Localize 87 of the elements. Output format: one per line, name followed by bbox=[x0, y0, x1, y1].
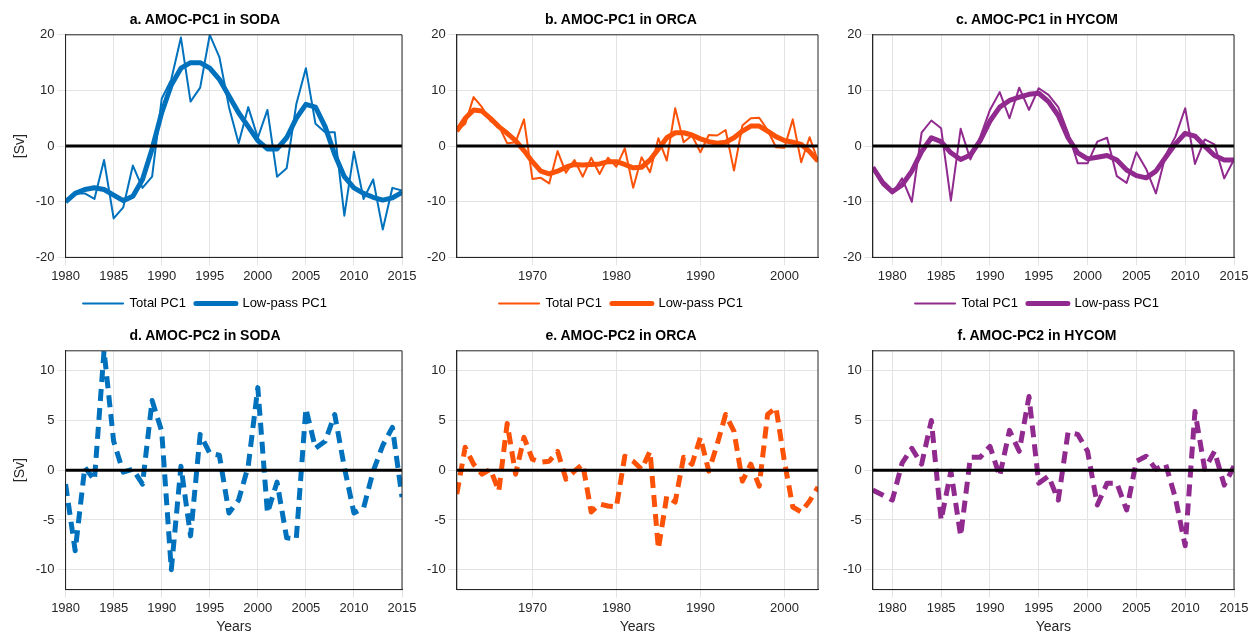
y-tick-label: 0 bbox=[47, 461, 55, 477]
chart-title: f. AMOC-PC2 in HYCOM bbox=[957, 327, 1117, 344]
x-tick-label: 2005 bbox=[291, 267, 321, 283]
chart-title: c. AMOC-PC1 in HYCOM bbox=[955, 11, 1119, 28]
y-axis-title: [Sv] bbox=[11, 458, 28, 483]
chart-title: e. AMOC-PC2 in ORCA bbox=[545, 327, 697, 344]
y-axis-title: [Sv] bbox=[11, 134, 28, 159]
x-tick-label: 2005 bbox=[1121, 599, 1151, 615]
x-tick-label: 1970 bbox=[517, 599, 547, 615]
legend-label: Low-pass PC1 bbox=[1074, 295, 1159, 311]
x-axis-title: Years bbox=[619, 618, 656, 635]
legend-label: Total PC1 bbox=[961, 295, 1018, 311]
x-tick-label: 2015 bbox=[387, 599, 417, 615]
y-tick-label: 10 bbox=[40, 362, 55, 378]
x-tick-label: 1990 bbox=[975, 599, 1005, 615]
x-tick-label: 1985 bbox=[926, 599, 956, 615]
chart-title: a. AMOC-PC1 in SODA bbox=[129, 11, 281, 28]
y-tick-label: 0 bbox=[47, 137, 55, 153]
x-tick-label: 2000 bbox=[1073, 599, 1103, 615]
x-tick-label: 2010 bbox=[1170, 267, 1200, 283]
y-tick-label: -5 bbox=[850, 511, 862, 527]
y-tick-label: 10 bbox=[847, 362, 862, 378]
y-tick-label: -10 bbox=[35, 193, 55, 209]
x-tick-label: 1985 bbox=[926, 267, 956, 283]
y-tick-label: -20 bbox=[842, 248, 862, 264]
y-tick-label: -10 bbox=[842, 193, 862, 209]
y-tick-label: 10 bbox=[847, 82, 862, 98]
y-tick-label: -5 bbox=[434, 511, 446, 527]
legend-label: Low-pass PC1 bbox=[242, 295, 327, 311]
y-tick-label: -5 bbox=[43, 511, 55, 527]
y-tick-label: 10 bbox=[431, 362, 446, 378]
x-tick-label: 2010 bbox=[1170, 599, 1200, 615]
y-tick-label: 10 bbox=[431, 82, 446, 98]
x-tick-label: 2000 bbox=[1073, 267, 1103, 283]
y-tick-label: 20 bbox=[40, 26, 55, 42]
y-tick-label: 20 bbox=[431, 26, 446, 42]
x-tick-label: 1995 bbox=[1024, 267, 1054, 283]
x-tick-label: 2010 bbox=[339, 599, 369, 615]
x-tick-label: 1990 bbox=[975, 267, 1005, 283]
x-tick-label: 2005 bbox=[291, 599, 321, 615]
x-tick-label: 1985 bbox=[99, 599, 129, 615]
x-tick-label: 1995 bbox=[195, 599, 225, 615]
x-tick-label: 1995 bbox=[195, 267, 225, 283]
x-tick-label: 2000 bbox=[769, 267, 799, 283]
legend-label: Total PC1 bbox=[545, 295, 602, 311]
x-tick-label: 1980 bbox=[877, 599, 907, 615]
x-tick-label: 1980 bbox=[51, 267, 81, 283]
x-tick-label: 1980 bbox=[877, 267, 907, 283]
x-tick-label: 2015 bbox=[1219, 267, 1249, 283]
x-axis-title: Years bbox=[216, 618, 252, 635]
x-tick-label: 1985 bbox=[99, 267, 129, 283]
x-tick-label: 2000 bbox=[243, 267, 273, 283]
x-tick-label: 1990 bbox=[685, 267, 715, 283]
y-tick-label: 0 bbox=[438, 137, 446, 153]
x-tick-label: 2000 bbox=[243, 599, 273, 615]
x-tick-label: 2015 bbox=[387, 267, 417, 283]
y-tick-label: 5 bbox=[854, 412, 862, 428]
x-tick-label: 2015 bbox=[1219, 599, 1249, 615]
legend-label: Low-pass PC1 bbox=[658, 295, 743, 311]
y-tick-label: 10 bbox=[40, 82, 55, 98]
x-tick-label: 2010 bbox=[339, 267, 369, 283]
x-tick-label: 1990 bbox=[147, 267, 177, 283]
y-tick-label: -20 bbox=[426, 248, 446, 264]
y-tick-label: 0 bbox=[438, 461, 446, 477]
y-tick-label: -10 bbox=[35, 561, 55, 577]
x-tick-label: 1970 bbox=[517, 267, 547, 283]
chart-title: b. AMOC-PC1 in ORCA bbox=[545, 11, 697, 28]
y-tick-label: 5 bbox=[47, 412, 55, 428]
y-tick-label: 0 bbox=[854, 137, 862, 153]
x-tick-label: 1980 bbox=[601, 267, 631, 283]
y-tick-label: -10 bbox=[842, 561, 862, 577]
x-tick-label: 1980 bbox=[51, 599, 81, 615]
y-tick-label: -20 bbox=[35, 248, 55, 264]
y-tick-label: 0 bbox=[854, 461, 862, 477]
x-axis-title: Years bbox=[1035, 618, 1072, 635]
x-tick-label: 1980 bbox=[601, 599, 631, 615]
x-tick-label: 2005 bbox=[1121, 267, 1151, 283]
x-tick-label: 2000 bbox=[769, 599, 799, 615]
x-tick-label: 1990 bbox=[147, 599, 177, 615]
y-tick-label: -10 bbox=[426, 561, 446, 577]
x-tick-label: 1995 bbox=[1024, 599, 1054, 615]
x-tick-label: 1990 bbox=[685, 599, 715, 615]
y-tick-label: 5 bbox=[438, 412, 446, 428]
y-tick-label: 20 bbox=[847, 26, 862, 42]
chart-title: d. AMOC-PC2 in SODA bbox=[129, 327, 281, 344]
y-tick-label: -10 bbox=[426, 193, 446, 209]
legend-label: Total PC1 bbox=[129, 295, 186, 311]
